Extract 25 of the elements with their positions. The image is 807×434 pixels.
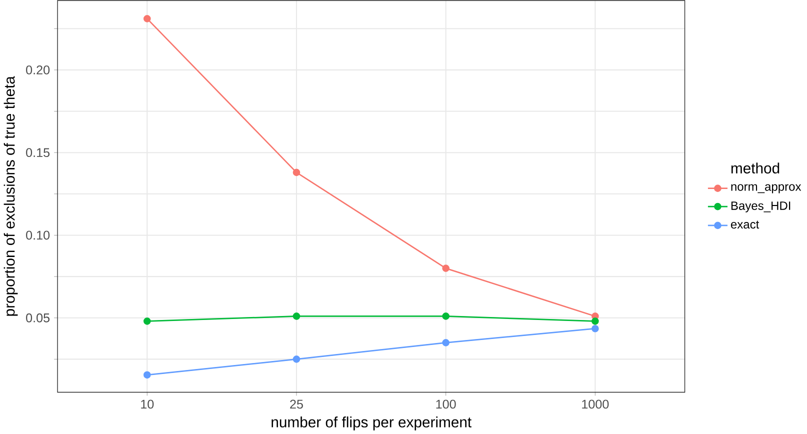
legend-label: exact xyxy=(730,220,760,229)
legend-label: norm_approx xyxy=(731,184,802,194)
point xyxy=(442,312,450,320)
point xyxy=(143,371,151,378)
x-axis-title: number of flips per experiment xyxy=(272,416,472,430)
point xyxy=(143,317,151,325)
y-tick-label: 0.05 xyxy=(26,313,50,322)
y-tick-label: 0.15 xyxy=(26,148,50,157)
x-tick-label: 1000 xyxy=(582,400,609,409)
y-tick-label: 0.10 xyxy=(26,230,50,240)
x-tick-label: 25 xyxy=(290,400,303,409)
point xyxy=(292,168,300,176)
point xyxy=(592,317,599,325)
point xyxy=(143,14,151,22)
point xyxy=(592,324,599,332)
x-tick-label: 10 xyxy=(141,400,154,409)
y-tick-label: 0.20 xyxy=(26,65,50,74)
point xyxy=(442,264,450,272)
point xyxy=(442,338,450,346)
legend-label: Bayes_HDI xyxy=(731,201,790,212)
y-axis-title: proportion of exclusions of true theta xyxy=(4,76,18,316)
legend-title: method xyxy=(731,162,780,174)
x-tick-label: 100 xyxy=(436,400,456,409)
point xyxy=(292,355,300,363)
point xyxy=(292,312,300,320)
